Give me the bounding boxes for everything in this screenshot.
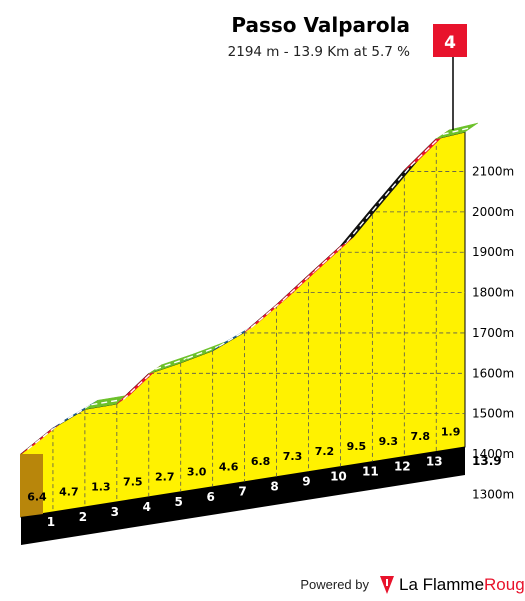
- gradient-label: 7.2: [315, 445, 335, 458]
- gradient-label: 6.8: [251, 455, 271, 468]
- y-tick-label: 1700m: [472, 326, 514, 340]
- gradient-label: 6.4: [27, 490, 47, 503]
- y-tick-label: 1400m: [472, 447, 514, 461]
- km-base-strip: [21, 447, 465, 545]
- km-label: 9: [302, 475, 310, 489]
- km-label: 8: [270, 480, 278, 494]
- band-center-dash: [314, 241, 348, 272]
- gradient-label: 9.5: [347, 440, 367, 453]
- band-center-dash: [218, 327, 252, 347]
- gradient-label: 7.3: [283, 450, 303, 463]
- band-center-dash: [250, 299, 284, 329]
- km-label: 11: [362, 465, 379, 479]
- gradient-label: 1.9: [441, 425, 461, 438]
- gradient-label: 4.6: [219, 460, 239, 473]
- gradient-bands: [20, 122, 479, 455]
- chart-title: Passo Valparola: [231, 13, 410, 37]
- km-label: 12: [394, 460, 411, 474]
- footer: Powered by La FlammeRouge: [300, 575, 525, 594]
- km-label: 7: [238, 485, 246, 499]
- y-tick-label: 1800m: [472, 286, 514, 300]
- brand-name: La FlammeRouge: [399, 575, 525, 594]
- y-tick-label: 2000m: [472, 205, 514, 219]
- band-center-dash: [378, 165, 412, 204]
- gradient-label: 7.8: [411, 430, 431, 443]
- powered-by-label: Powered by: [300, 577, 369, 592]
- y-tick-label: 2100m: [472, 165, 514, 179]
- km-label: 1: [47, 515, 55, 529]
- band-center-dash: [59, 404, 92, 425]
- gradient-label: 3.0: [187, 465, 207, 478]
- km-label: 2: [79, 510, 87, 524]
- band-center-dash: [155, 357, 188, 370]
- y-tick-label: 1500m: [472, 407, 514, 421]
- category-number: 4: [444, 33, 456, 53]
- km-label: 5: [175, 495, 183, 509]
- band-center-dash: [186, 345, 220, 359]
- profile-marks: 6.4 4.7 1.3 7.5 2.7 3.0 4.6 6.8 7.3 7.2 9.5 9.3 7.8 1…: [27, 425, 501, 529]
- band-center-dash: [346, 202, 380, 243]
- km-label: 13: [426, 455, 443, 469]
- band-center-dash: [282, 270, 316, 301]
- y-tick-label: 1600m: [472, 366, 514, 380]
- km-label: 6: [206, 490, 214, 504]
- gradient-label: 2.7: [155, 470, 175, 483]
- gradient-label: 4.7: [59, 485, 79, 498]
- profile-side: [20, 454, 43, 517]
- profile-base: [21, 447, 465, 545]
- km-label: 3: [111, 505, 119, 519]
- gradient-label: 7.5: [123, 475, 143, 488]
- band-center-dash: [410, 133, 444, 167]
- km-label: 10: [330, 470, 347, 484]
- band-center-dash: [91, 398, 124, 406]
- flame-rouge-icon: [380, 576, 394, 594]
- band-center-dash: [442, 126, 472, 136]
- band-center-dash: [122, 368, 156, 400]
- y-tick-label: 1300m: [472, 487, 514, 501]
- gradient-label: 1.3: [91, 480, 111, 493]
- chart-subtitle: 2194 m - 13.9 Km at 5.7 %: [228, 44, 411, 60]
- grid-lines: 1300m 1400m 1500m 1600m 1700m 1800m 1900m 2000m…: [52, 138, 514, 512]
- badge-flag: [433, 24, 467, 57]
- end-km-label: 13.9: [472, 454, 502, 468]
- category-badge: 4: [433, 24, 467, 130]
- band-center-dash: [27, 423, 60, 451]
- y-tick-label: 1900m: [472, 245, 514, 259]
- gradient-label: 9.3: [379, 435, 399, 448]
- km-label: 4: [143, 500, 151, 514]
